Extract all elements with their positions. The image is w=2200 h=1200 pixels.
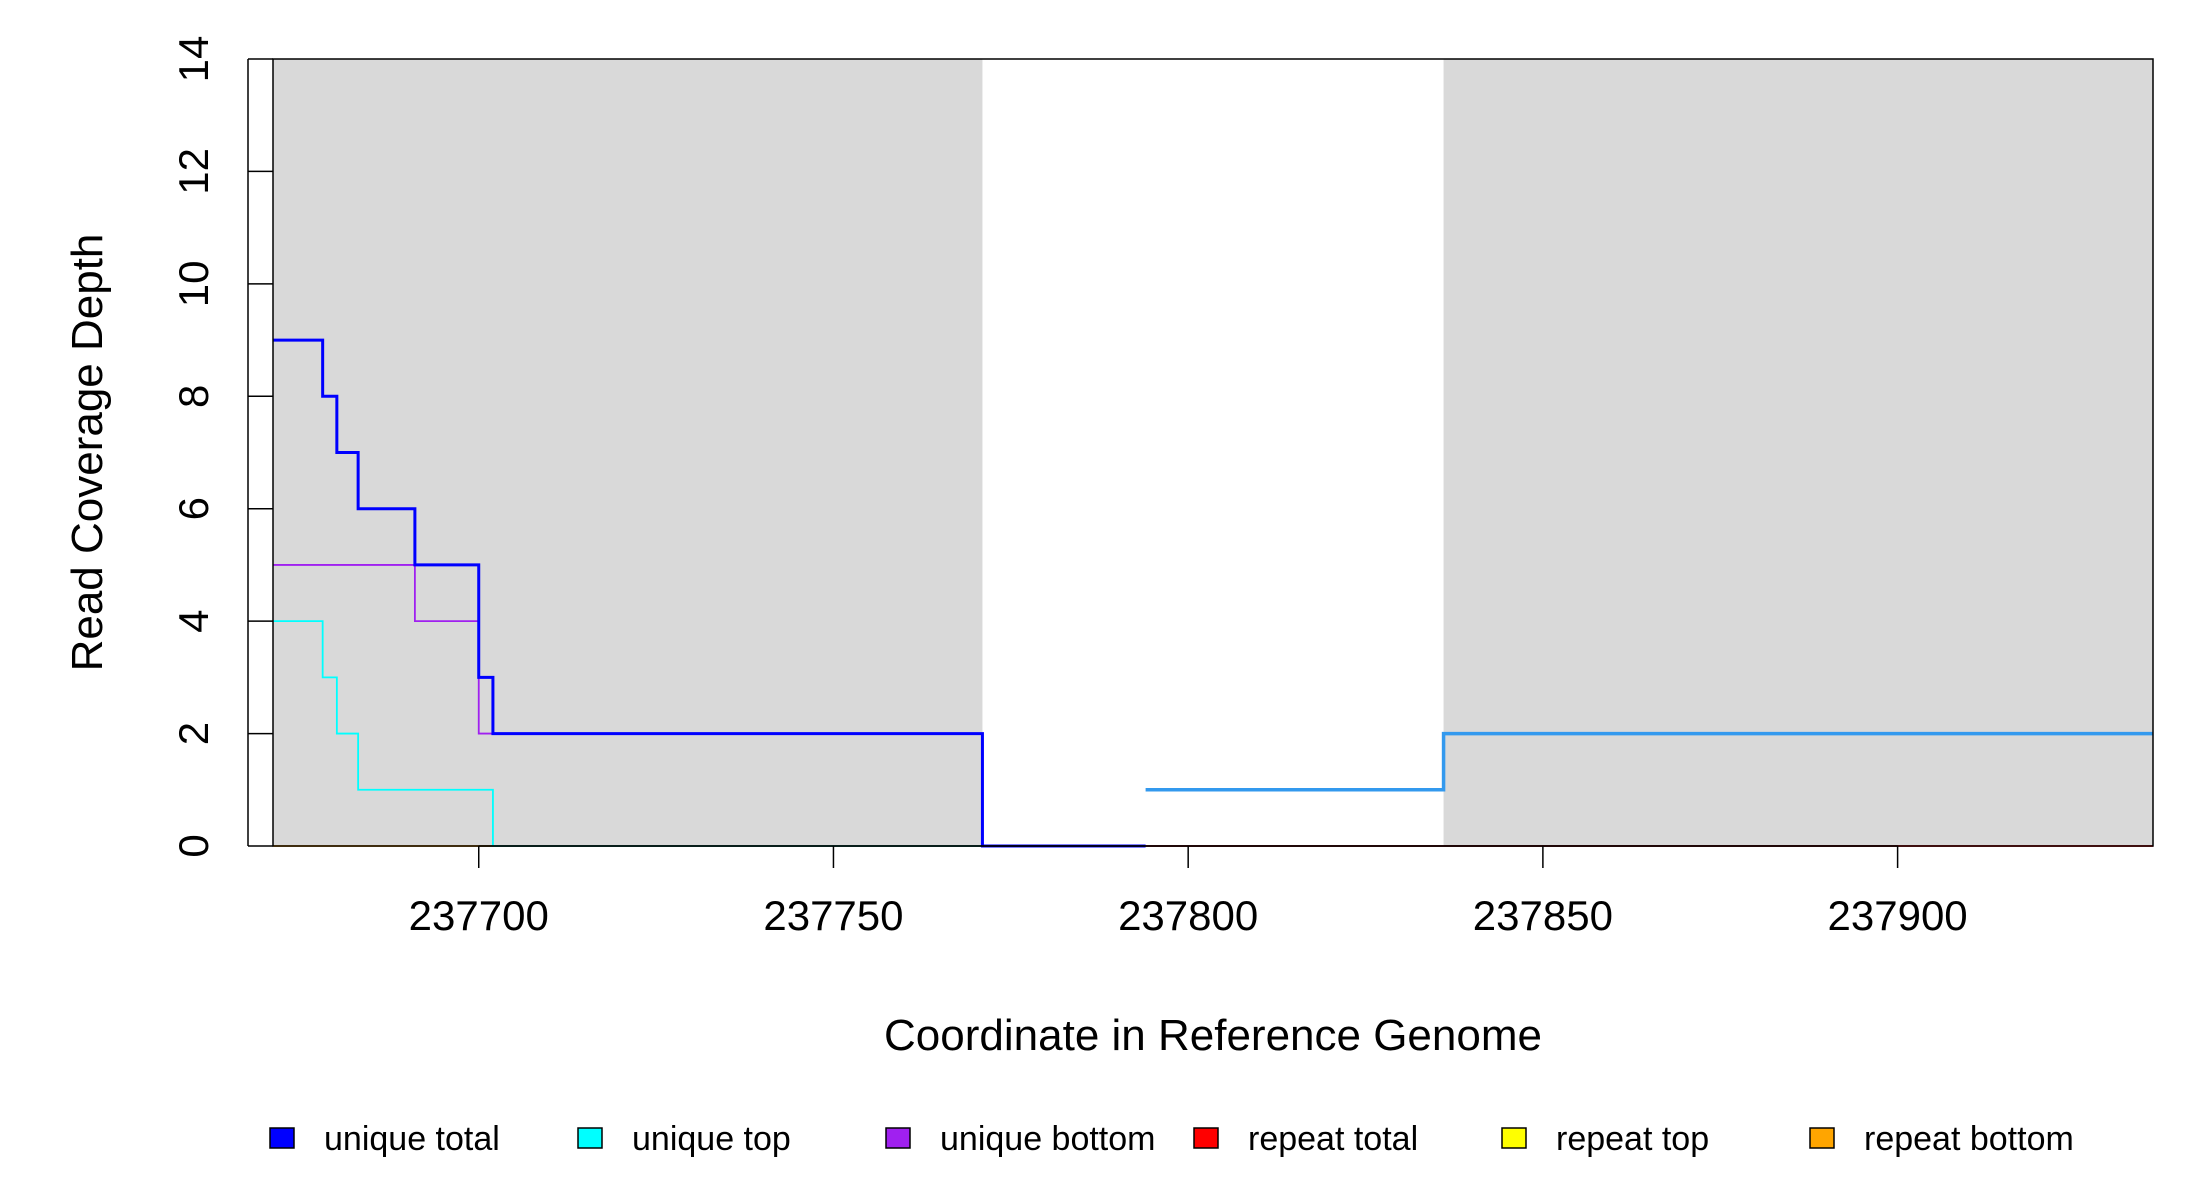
y-tick-label: 0 <box>170 834 217 857</box>
x-tick-label: 237700 <box>409 892 549 939</box>
shaded-regions <box>273 59 2153 846</box>
x-axis-title: Coordinate in Reference Genome <box>884 1011 1542 1060</box>
series-line-unique-top <box>273 620 983 847</box>
y-tick-label: 10 <box>170 260 217 307</box>
legend-label-unique-total: unique total <box>324 1120 500 1158</box>
series-line-extra-0 <box>1145 731 2153 792</box>
y-tick-label: 14 <box>170 36 217 83</box>
legend: unique total unique top unique bottom repea… <box>269 1120 2074 1158</box>
y-axis-title: Read Coverage Depth <box>63 234 112 672</box>
legend-swatch-repeat-top <box>1501 1127 1527 1149</box>
legend-label-repeat-bottom: repeat bottom <box>1864 1120 2074 1158</box>
shaded-region-1 <box>1443 59 2153 846</box>
x-tick-label: 237850 <box>1473 892 1613 939</box>
y-tick-label: 6 <box>170 497 217 520</box>
legend-swatch-repeat-total <box>1193 1127 1219 1149</box>
x-tick-label: 237750 <box>763 892 903 939</box>
legend-label-repeat-total: repeat total <box>1248 1120 1418 1158</box>
y-axis: 0 2 4 6 8 10 12 14 <box>170 36 273 858</box>
y-tick-label: 2 <box>170 722 217 745</box>
legend-swatch-unique-total <box>269 1127 295 1149</box>
shaded-region-0 <box>273 59 983 846</box>
legend-label-repeat-top: repeat top <box>1556 1120 1709 1158</box>
legend-swatch-unique-top <box>577 1127 603 1149</box>
y-tick-label: 4 <box>170 609 217 632</box>
x-tick-label: 237900 <box>1828 892 1968 939</box>
legend-swatch-repeat-bottom <box>1809 1127 1835 1149</box>
x-axis: 237700 237750 237800 237850 237900 <box>409 845 1968 939</box>
legend-label-unique-bottom: unique bottom <box>940 1120 1156 1158</box>
y-tick-label: 12 <box>170 148 217 195</box>
series-line-unique-total <box>273 338 1146 848</box>
legend-label-unique-top: unique top <box>632 1120 791 1158</box>
legend-swatch-unique-bottom <box>885 1127 911 1149</box>
y-tick-label: 8 <box>170 385 217 408</box>
x-tick-label: 237800 <box>1118 892 1258 939</box>
